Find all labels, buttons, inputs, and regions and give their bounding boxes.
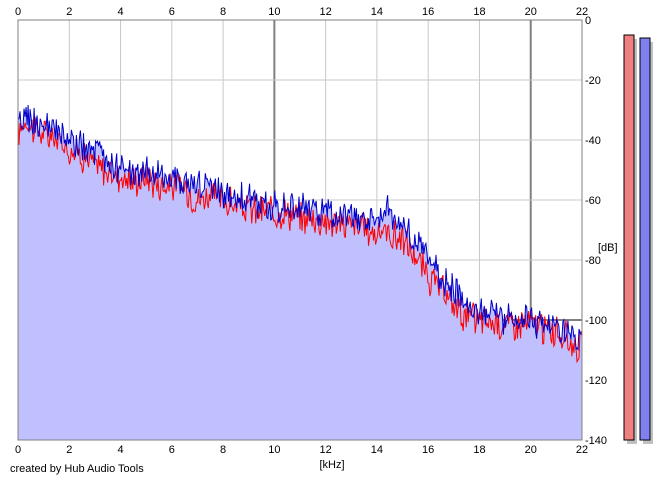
- y-tick-label: -120: [585, 375, 607, 387]
- x-tick-label-bottom: 4: [117, 444, 123, 456]
- x-tick-label-bottom: 8: [220, 444, 226, 456]
- x-tick-label-bottom: 6: [169, 444, 175, 456]
- x-tick-label-bottom: 20: [525, 444, 537, 456]
- y-tick-label: -40: [585, 135, 601, 147]
- x-tick-label-bottom: 18: [473, 444, 485, 456]
- x-tick-label-top: 12: [320, 6, 332, 18]
- x-tick-label-bottom: 22: [576, 444, 588, 456]
- x-tick-label-top: 14: [371, 6, 383, 18]
- plot-border: [17, 19, 583, 441]
- x-tick-label-top: 20: [525, 6, 537, 18]
- credit-text: created by Hub Audio Tools: [10, 463, 144, 475]
- meter-left-channel: [623, 34, 635, 441]
- y-axis-label: [dB]: [598, 242, 618, 254]
- y-tick-labels: 0 -20 -40 -60 -80 -100 -120 -140: [585, 15, 607, 447]
- x-tick-label-top: 6: [169, 6, 175, 18]
- x-tick-label-bottom: 10: [268, 444, 280, 456]
- x-tick-label-top: 16: [422, 6, 434, 18]
- x-tick-label-top: 4: [117, 6, 123, 18]
- series-left-channel-line: [17, 117, 583, 364]
- level-meters: [623, 34, 653, 444]
- x-tick-label-top: 10: [268, 6, 280, 18]
- x-tick-label-top: 0: [15, 6, 21, 18]
- meter-right-channel: [639, 37, 651, 441]
- x-tick-label-top: 8: [220, 6, 226, 18]
- x-tick-label-bottom: 0: [15, 444, 21, 456]
- x-tick-label-bottom: 12: [320, 444, 332, 456]
- y-tick-label: -100: [585, 315, 607, 327]
- x-tick-label-top: 2: [66, 6, 72, 18]
- x-tick-labels-top: 0 2 4 6 8 10 12 14 16 18 20 22: [15, 6, 588, 18]
- y-tick-label: -20: [585, 75, 601, 87]
- x-tick-labels-bottom: 0 2 4 6 8 10 12 14 16 18 20 22: [15, 444, 588, 456]
- y-tick-label: -80: [585, 255, 601, 267]
- y-tick-label: -60: [585, 195, 601, 207]
- x-tick-label-top: 22: [576, 6, 588, 18]
- x-axis-label: [kHz]: [319, 459, 344, 471]
- x-tick-label-bottom: 14: [371, 444, 383, 456]
- y-tick-label: -140: [585, 435, 607, 447]
- y-tick-label: 0: [585, 15, 591, 27]
- x-tick-label-top: 18: [473, 6, 485, 18]
- x-tick-label-bottom: 2: [66, 444, 72, 456]
- series-right-channel-line: [17, 104, 583, 351]
- x-tick-label-bottom: 16: [422, 444, 434, 456]
